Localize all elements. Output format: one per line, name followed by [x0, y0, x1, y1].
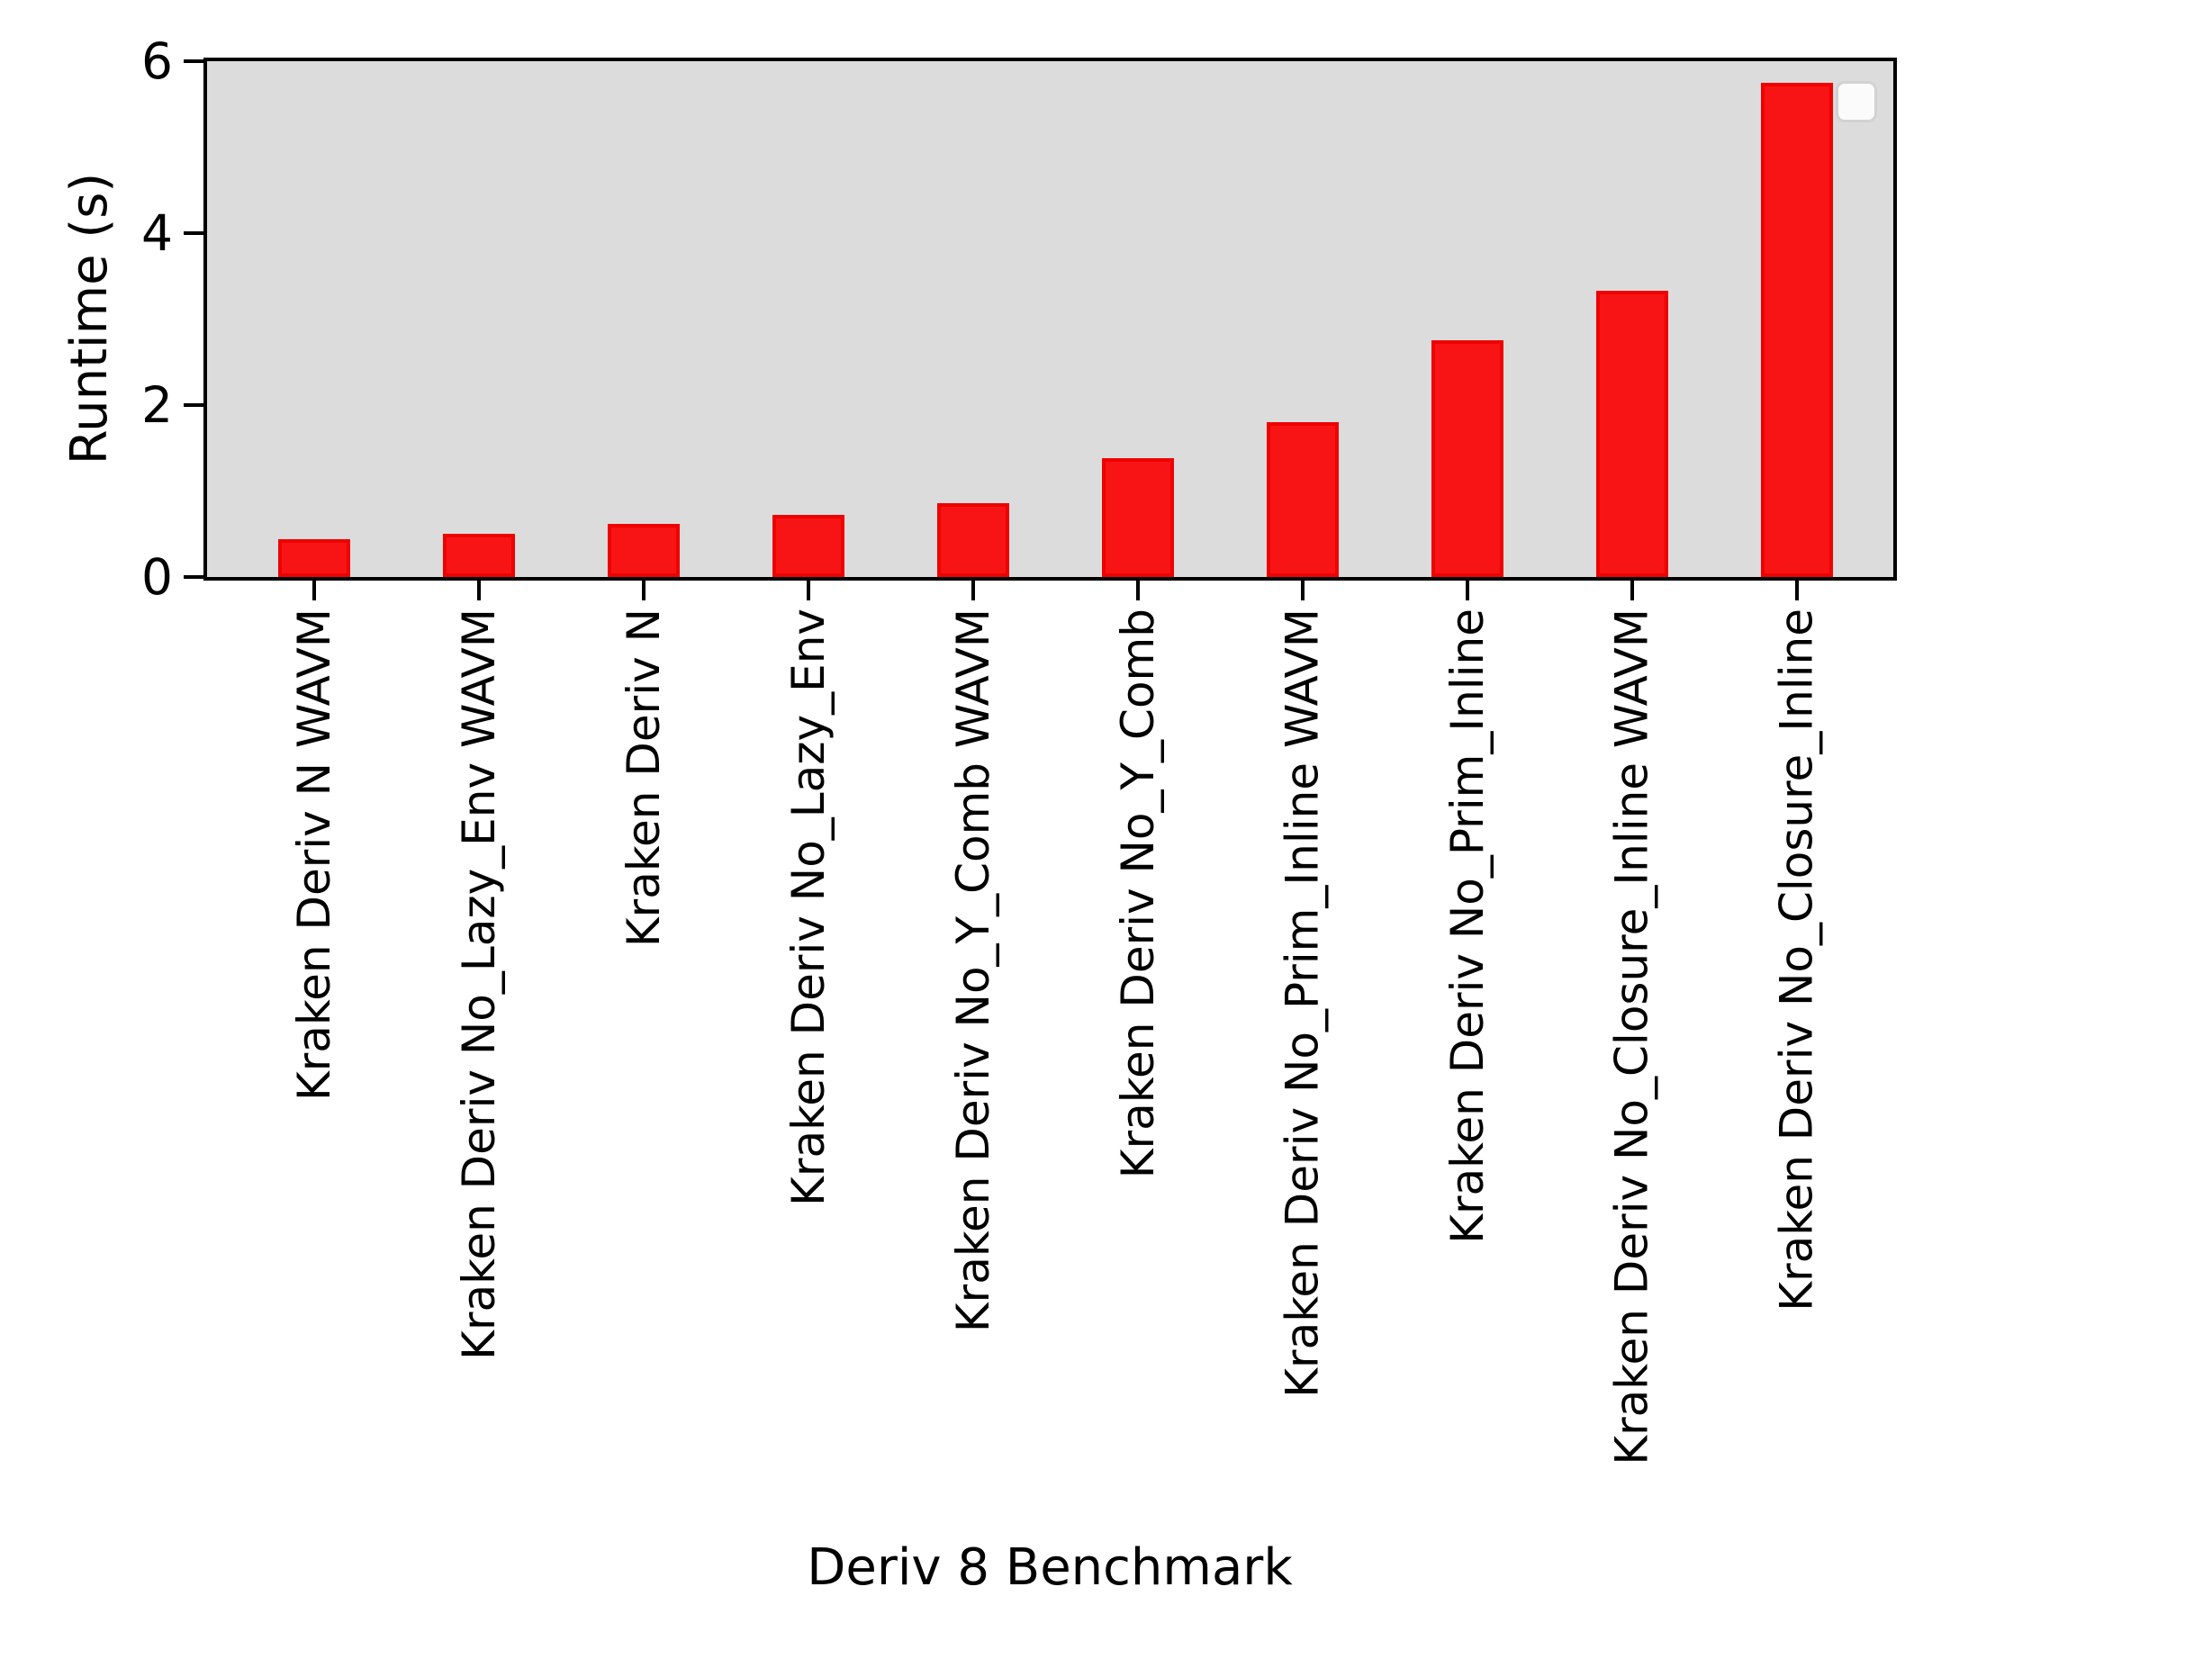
bar: [1761, 83, 1833, 577]
x-axis-title: Deriv 8 Benchmark: [807, 1538, 1293, 1597]
x-tick-mark: [1795, 581, 1799, 600]
legend-box: [1836, 81, 1877, 122]
y-axis-title: Runtime (s): [60, 172, 119, 465]
x-tick-label: Kraken Deriv N: [618, 609, 670, 948]
x-tick-mark: [807, 581, 810, 600]
bar: [772, 515, 844, 577]
x-tick-label: Kraken Deriv No_Y_Comb: [1112, 609, 1164, 1179]
y-tick-label: 6: [141, 32, 173, 90]
y-tick-mark: [184, 575, 203, 579]
x-tick-mark: [642, 581, 646, 600]
x-tick-label: Kraken Deriv N WAVM: [288, 609, 340, 1102]
y-tick-mark: [184, 403, 203, 407]
x-tick-label: Kraken Deriv No_Closure_Inline WAVM: [1606, 609, 1658, 1465]
bar: [1267, 422, 1339, 577]
x-tick-label: Kraken Deriv No_Prim_Inline WAVM: [1277, 609, 1329, 1398]
x-tick-mark: [1466, 581, 1469, 600]
x-tick-label: Kraken Deriv No_Y_Comb WAVM: [947, 609, 999, 1333]
x-tick-mark: [971, 581, 975, 600]
y-tick-mark: [184, 59, 203, 63]
y-tick-label: 0: [141, 548, 173, 606]
x-tick-label: Kraken Deriv No_Closure_Inline: [1771, 609, 1823, 1312]
plot-area: [203, 58, 1897, 581]
bar: [937, 503, 1009, 577]
x-tick-label: Kraken Deriv No_Prim_Inline: [1441, 609, 1494, 1244]
y-tick-label: 4: [141, 204, 173, 262]
x-tick-label: Kraken Deriv No_Lazy_Env WAVM: [453, 609, 505, 1360]
x-tick-mark: [1136, 581, 1140, 600]
x-tick-mark: [1630, 581, 1634, 600]
bar: [443, 534, 515, 577]
x-tick-mark: [477, 581, 481, 600]
bar: [278, 539, 350, 577]
x-tick-label: Kraken Deriv No_Lazy_Env: [782, 609, 835, 1206]
bar: [1102, 458, 1174, 577]
y-tick-mark: [184, 231, 203, 235]
bar: [1596, 291, 1668, 577]
x-tick-mark: [312, 581, 316, 600]
bar: [608, 524, 680, 577]
x-tick-mark: [1301, 581, 1305, 600]
y-tick-label: 2: [141, 376, 173, 434]
bar: [1431, 340, 1503, 577]
